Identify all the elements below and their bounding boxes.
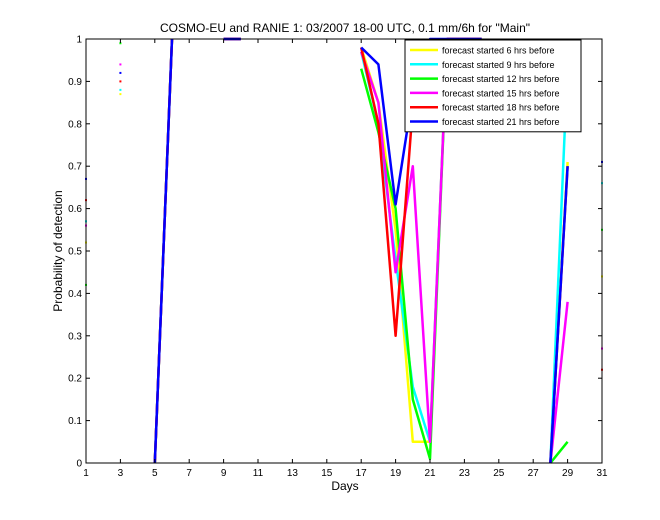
legend-label: forecast started 18 hrs before <box>442 103 560 113</box>
data-point <box>119 63 122 66</box>
legend: forecast started 6 hrs before forecast st… <box>404 39 582 133</box>
x-tick-label: 5 <box>152 468 158 479</box>
x-tick-label: 25 <box>493 468 505 479</box>
x-tick-label: 17 <box>356 468 368 479</box>
y-tick-label: 0.7 <box>68 162 82 173</box>
x-axis-label: Days <box>331 479 358 493</box>
legend-box <box>404 39 582 133</box>
x-tick-label: 23 <box>459 468 471 479</box>
x-tick-label: 29 <box>562 468 574 479</box>
y-tick-label: 0 <box>76 459 82 470</box>
y-axis: 0 0.1 0.2 0.3 0.4 0.5 0.6 0.7 0.8 0.9 1 <box>68 35 602 470</box>
data-point <box>119 88 122 91</box>
x-tick-label: 7 <box>186 468 192 479</box>
y-tick-label: 1 <box>76 35 82 46</box>
chart-title: COSMO-EU and RANIE 1: 03/2007 18-00 UTC,… <box>160 21 530 35</box>
y-tick-label: 0.8 <box>68 119 82 130</box>
series-line <box>153 38 174 464</box>
legend-label: forecast started 21 hrs before <box>442 117 560 127</box>
x-tick-label: 1 <box>83 468 89 479</box>
data-point <box>119 71 122 74</box>
legend-label: forecast started 9 hrs before <box>442 60 555 70</box>
legend-label: forecast started 15 hrs before <box>442 88 560 98</box>
y-tick-label: 0.9 <box>68 77 82 88</box>
data-point <box>119 93 122 96</box>
data-point <box>119 42 122 45</box>
y-tick-label: 0.2 <box>68 374 82 385</box>
legend-label: forecast started 6 hrs before <box>442 46 555 56</box>
x-tick-label: 11 <box>253 468 264 479</box>
series-line <box>549 166 569 464</box>
x-tick-label: 19 <box>390 468 402 479</box>
data-point <box>119 80 122 83</box>
x-tick-label: 13 <box>287 468 299 479</box>
y-tick-label: 0.5 <box>68 247 82 258</box>
x-tick-label: 27 <box>528 468 540 479</box>
x-tick-label: 15 <box>321 468 333 479</box>
x-tick-label: 3 <box>118 468 124 479</box>
legend-label: forecast started 12 hrs before <box>442 74 560 84</box>
y-tick-label: 0.3 <box>68 331 82 342</box>
y-tick-label: 0.6 <box>68 204 82 215</box>
series-line <box>549 301 569 464</box>
y-tick-label: 0.1 <box>68 416 82 427</box>
y-axis-label: Probability of detection <box>51 190 65 311</box>
x-axis: 1 3 5 7 9 11 13 15 17 19 21 23 25 27 29 31 <box>83 39 608 479</box>
x-tick-label: 21 <box>424 468 436 479</box>
x-tick-label: 31 <box>596 468 608 479</box>
y-tick-label: 0.4 <box>68 289 82 300</box>
series-line <box>549 441 569 464</box>
x-tick-label: 9 <box>221 468 227 479</box>
